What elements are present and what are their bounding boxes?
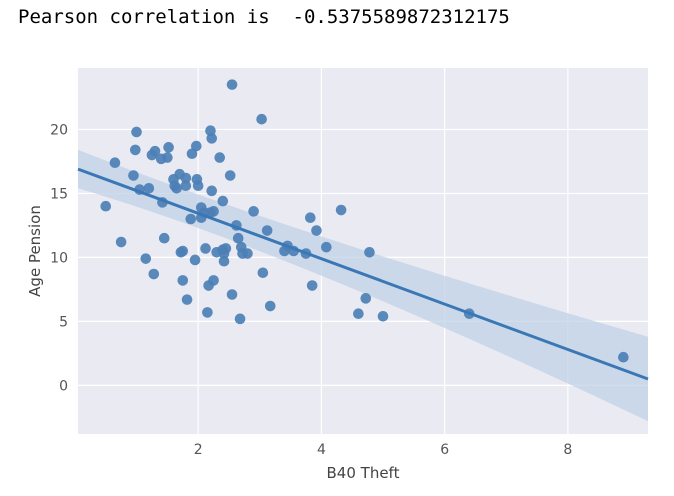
data-point — [128, 170, 139, 181]
x-tick-label: 2 — [194, 442, 203, 458]
data-point — [185, 213, 197, 225]
data-point — [234, 313, 246, 325]
data-point — [220, 243, 232, 254]
data-point — [208, 206, 219, 217]
y-axis-label: Age Pension — [26, 205, 44, 297]
data-point — [206, 185, 218, 197]
data-point — [360, 293, 372, 304]
data-point — [200, 243, 211, 254]
data-point — [158, 232, 170, 244]
data-point — [202, 307, 213, 318]
data-point — [149, 145, 161, 157]
scatter-points — [100, 79, 629, 363]
data-point — [353, 308, 364, 320]
y-tick-label: 15 — [50, 186, 68, 202]
data-point — [208, 275, 219, 286]
y-tick-label: 20 — [50, 122, 68, 138]
data-point — [224, 170, 236, 181]
data-point — [226, 289, 238, 300]
regression-line — [77, 167, 649, 381]
data-point — [226, 79, 238, 90]
data-point — [377, 310, 389, 322]
data-point — [171, 182, 182, 194]
data-point — [335, 204, 347, 216]
data-point — [181, 294, 193, 305]
data-point — [206, 133, 218, 144]
x-tick-labels: 2 4 6 8 — [194, 442, 573, 458]
confidence-band — [78, 149, 648, 422]
data-point — [311, 225, 322, 236]
data-point — [306, 280, 318, 291]
data-point — [618, 351, 629, 363]
data-point — [264, 300, 276, 312]
data-point — [109, 157, 121, 168]
y-tick-label: 5 — [59, 314, 68, 330]
data-point — [180, 172, 192, 184]
data-point — [305, 212, 316, 224]
data-point — [191, 140, 202, 152]
data-point — [180, 180, 192, 192]
data-point — [131, 126, 142, 138]
y-tick-label: 10 — [50, 250, 68, 266]
data-point — [130, 144, 141, 156]
data-point — [100, 200, 112, 212]
data-point — [242, 248, 253, 259]
x-tick-label: 8 — [563, 442, 572, 458]
data-point — [218, 255, 230, 267]
data-point — [140, 253, 152, 264]
data-point — [217, 195, 229, 207]
y-tick-label: 0 — [59, 378, 68, 394]
data-point — [192, 180, 204, 192]
pearson-output-text: Pearson correlation is -0.53755898723121… — [18, 6, 510, 28]
data-point — [143, 182, 155, 194]
data-point — [163, 142, 174, 153]
data-point — [214, 152, 226, 163]
data-point — [248, 206, 259, 217]
data-point — [148, 268, 160, 280]
data-point — [189, 254, 201, 266]
data-point — [177, 245, 189, 257]
x-tick-label: 6 — [440, 442, 449, 458]
data-point — [261, 225, 273, 236]
data-point — [257, 267, 269, 279]
data-point — [256, 113, 267, 125]
data-point — [321, 241, 332, 253]
y-tick-labels: 0 5 10 15 20 — [50, 122, 68, 394]
data-point — [364, 246, 375, 258]
data-point — [232, 232, 244, 244]
data-point — [177, 275, 189, 286]
data-point — [162, 152, 173, 163]
data-point — [115, 236, 127, 248]
x-tick-label: 4 — [317, 442, 326, 458]
x-axis-label: B40 Theft — [327, 464, 400, 482]
